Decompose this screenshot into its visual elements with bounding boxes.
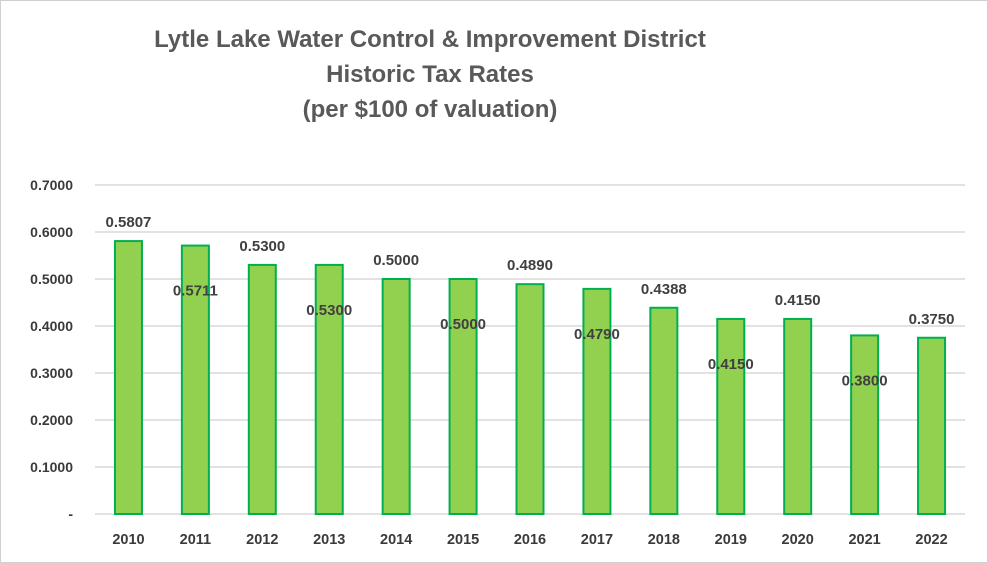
bar (850, 334, 880, 515)
bar (180, 244, 210, 515)
data-label: 0.4890 (507, 257, 553, 274)
data-label: 0.3750 (909, 311, 955, 328)
x-tick-label: 2022 (915, 532, 947, 548)
x-tick-label: 2019 (715, 532, 747, 548)
x-tick-label: 2017 (581, 532, 613, 548)
data-label: 0.4150 (708, 356, 754, 373)
x-tick-label: 2021 (848, 532, 880, 548)
bar (113, 240, 143, 515)
y-tick-label: - (68, 506, 73, 522)
y-tick-label: 0.2000 (30, 412, 73, 428)
data-label: 0.4790 (574, 326, 620, 343)
chart-title-line-3: (per $100 of valuation) (302, 96, 558, 123)
y-tick-label: 0.1000 (30, 459, 73, 475)
data-label: 0.5000 (373, 252, 419, 269)
bar (649, 306, 679, 515)
bar (716, 317, 746, 516)
x-tick-label: 2014 (380, 532, 412, 548)
x-tick-label: 2012 (246, 532, 278, 548)
data-label: 0.5711 (173, 283, 218, 300)
y-tick-label: 0.3000 (30, 365, 73, 381)
chart-title-line-2: Historic Tax Rates (326, 61, 534, 88)
y-tick-label: 0.5000 (30, 271, 73, 287)
x-tick-label: 2018 (648, 532, 680, 548)
x-tick-label: 2011 (180, 532, 211, 548)
data-label: 0.5807 (106, 214, 152, 231)
x-tick-label: 2013 (313, 532, 345, 548)
bar (783, 317, 813, 516)
y-tick-label: 0.7000 (30, 177, 73, 193)
bar (448, 278, 478, 515)
x-tick-label: 2010 (112, 532, 144, 548)
data-label: 0.3800 (842, 372, 888, 389)
data-label: 0.4388 (641, 281, 687, 298)
x-tick-label: 2015 (447, 532, 479, 548)
bar (247, 263, 277, 515)
data-label: 0.5300 (239, 238, 285, 255)
bar (582, 287, 612, 515)
bar (314, 263, 344, 515)
data-label: 0.5300 (306, 302, 352, 319)
x-tick-label: 2016 (514, 532, 546, 548)
bar (515, 283, 545, 516)
chart-title: Lytle Lake Water Control & Improvement D… (0, 22, 860, 127)
data-label: 0.5000 (440, 316, 486, 333)
y-tick-label: 0.4000 (30, 318, 73, 334)
bar (917, 336, 947, 515)
x-tick-label: 2020 (782, 532, 814, 548)
bar (381, 278, 411, 515)
data-label: 0.4150 (775, 292, 821, 309)
y-tick-label: 0.6000 (30, 224, 73, 240)
chart-title-line-1: Lytle Lake Water Control & Improvement D… (154, 26, 706, 53)
